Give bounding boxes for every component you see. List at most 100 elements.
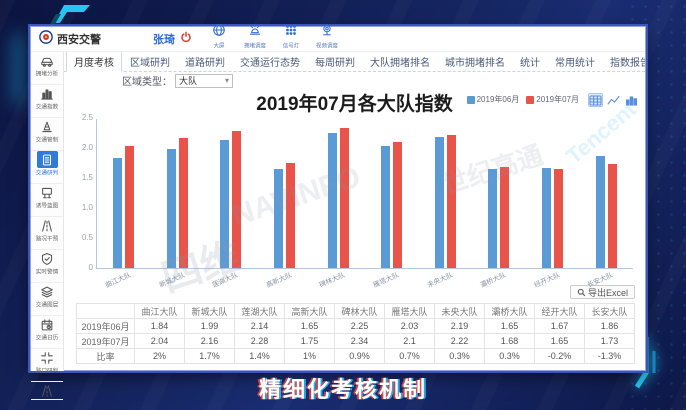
table-cell: 1.65 — [284, 318, 335, 334]
bar-group-长安大队[interactable]: 长安大队 — [579, 119, 633, 290]
sidebar-item-实时警情[interactable]: 实时警情 — [31, 250, 63, 283]
legend-label: 2019年07月 — [536, 95, 579, 104]
region-type-select[interactable]: 大队 ▾ — [175, 73, 233, 88]
legend-swatch — [526, 95, 535, 104]
power-icon[interactable] — [180, 30, 192, 48]
table-cell: 1.75 — [284, 333, 335, 349]
layers-icon — [37, 283, 58, 300]
bar-group-新城大队[interactable]: 新城大队 — [151, 119, 205, 290]
video-dispatch-icon — [320, 23, 334, 42]
bar-2019年06月[interactable] — [166, 148, 176, 268]
table-header-cell: 灞桥大队 — [484, 303, 535, 319]
app-title: 西安交警 — [57, 34, 101, 46]
left-glow-accent — [14, 34, 24, 104]
y-axis-tick: 0.5 — [81, 233, 93, 242]
bar-group-雁塔大队[interactable]: 雁塔大队 — [365, 119, 419, 290]
cone-icon — [37, 118, 58, 135]
table-cell: 2.14 — [234, 318, 285, 334]
sidebar-item-诱导蓝图[interactable]: 诱导蓝图 — [31, 184, 63, 217]
bar-2019年07月[interactable] — [607, 164, 617, 268]
export-excel-button[interactable]: 导出Excel — [569, 285, 635, 299]
bar-2019年07月[interactable] — [339, 127, 349, 268]
bar-2019年06月[interactable] — [220, 139, 230, 268]
sidebar-item-label: 路口研判 — [35, 368, 59, 375]
table-cell: 2.25 — [334, 318, 385, 334]
tab-统计[interactable]: 统计 — [520, 58, 540, 69]
chart-header: 2019年07月各大队指数 2019年06月 2019年07月 — [64, 89, 645, 115]
table-cell: 2.1 — [384, 333, 435, 349]
sidebar-item-路口研判[interactable]: 路口研判 — [31, 349, 63, 382]
quick-congestion-dispatch-button[interactable]: 拥堵调度 — [242, 23, 268, 56]
row-label: 2019年07月 — [76, 333, 135, 349]
bar-2019年07月[interactable] — [286, 163, 296, 268]
crossroad-icon — [37, 349, 58, 366]
app-logo: 西安交警 — [39, 29, 101, 49]
sidebar-item-交通管制[interactable]: 交通管制 — [31, 118, 63, 151]
bar-group-未央大队[interactable]: 未央大队 — [419, 119, 473, 290]
bar-2019年06月[interactable] — [595, 156, 605, 268]
sidebar-item-交通指数[interactable]: 交通指数 — [31, 85, 63, 118]
table-cell: 0.7% — [384, 348, 435, 364]
tab-常用统计[interactable]: 常用统计 — [555, 58, 595, 69]
table-cell: 2.19 — [434, 318, 485, 334]
bar-group-经开大队[interactable]: 经开大队 — [526, 119, 580, 290]
sidebar-item-label: 交通研判 — [35, 170, 59, 177]
bar-2019年06月[interactable] — [434, 136, 444, 268]
tab-大队拥堵排名[interactable]: 大队拥堵排名 — [370, 58, 430, 69]
quick-signal-light-button[interactable]: 信号灯 — [278, 23, 304, 56]
bar-2019年07月[interactable] — [446, 134, 456, 268]
tab-区域研判[interactable]: 区域研判 — [130, 58, 170, 69]
legend-item[interactable]: 2019年06月 — [466, 94, 519, 105]
sidebar-item-交通图层[interactable]: 交通图层 — [31, 283, 63, 316]
bar-2019年06月[interactable] — [381, 146, 391, 268]
tab-指数报告[interactable]: 指数报告 — [610, 58, 645, 69]
sidebar-item-交通研判[interactable]: 交通研判 — [31, 151, 63, 184]
bar-2019年07月[interactable] — [500, 167, 510, 268]
sidebar-item-拥堵分析[interactable]: 拥堵分析 — [31, 52, 63, 85]
table-view-icon[interactable] — [588, 93, 603, 107]
sidebar-item-bottom[interactable] — [31, 382, 63, 400]
sidebar-item-交通日历[interactable]: 交通日历 — [31, 316, 63, 349]
corner-decoration-bottom-right — [632, 335, 658, 396]
bar-group-曲江大队[interactable]: 曲江大队 — [97, 119, 151, 290]
chart-title: 2019年07月各大队指数 — [256, 94, 453, 115]
bar-group-灞桥大队[interactable]: 灞桥大队 — [472, 119, 526, 290]
table-header-cell: 高新大队 — [284, 303, 335, 319]
tab-每周研判[interactable]: 每周研判 — [315, 58, 355, 69]
bar-2019年06月[interactable] — [488, 169, 498, 268]
bar-group-高新大队[interactable]: 高新大队 — [258, 119, 312, 290]
bar-2019年07月[interactable] — [232, 131, 242, 268]
tab-月度考核[interactable]: 月度考核 — [66, 52, 122, 72]
table-header-row: 曲江大队 新城大队 莲湖大队 高新大队 碑林大队 雁塔大队 未央大队 灞桥大队 经开大队 长安大队 — [76, 303, 635, 319]
username[interactable]: 张琦 — [153, 34, 175, 46]
big-screen-icon — [212, 23, 226, 42]
bar-2019年07月[interactable] — [554, 169, 564, 268]
line-chart-icon[interactable] — [606, 93, 621, 107]
nav-tabbar: 月度考核 区域研判 道路研判 交通运行态势 每周研判 大队拥堵排名 城市拥堵排名 统计 常用统计… — [64, 52, 645, 72]
bar-2019年06月[interactable] — [113, 157, 123, 268]
bar-2019年06月[interactable] — [274, 169, 284, 268]
quick-video-dispatch-button[interactable]: 视频调度 — [314, 23, 340, 56]
tab-道路研判[interactable]: 道路研判 — [185, 58, 225, 69]
quick-big-screen-button[interactable]: 大屏 — [206, 23, 232, 56]
table-cell: -0.2% — [534, 348, 585, 364]
bar-chart-icon[interactable] — [624, 93, 639, 107]
bar-2019年07月[interactable] — [125, 145, 135, 268]
bar-2019年06月[interactable] — [542, 167, 552, 268]
bar-2019年07月[interactable] — [393, 142, 403, 268]
congestion-dispatch-icon — [248, 23, 262, 42]
table-cell: 1.65 — [484, 318, 535, 334]
table-cell: 0.3% — [484, 348, 535, 364]
table-cell: 0.3% — [434, 348, 485, 364]
tab-交通运行态势[interactable]: 交通运行态势 — [240, 58, 300, 69]
legend-item[interactable]: 2019年07月 — [526, 94, 579, 105]
bar-2019年07月[interactable] — [178, 138, 188, 268]
quick-icon-label: 视频调度 — [316, 42, 338, 49]
tab-城市拥堵排名[interactable]: 城市拥堵排名 — [445, 58, 505, 69]
sidebar-item-路况干预[interactable]: 路况干预 — [31, 217, 63, 250]
table-header-cell: 莲湖大队 — [234, 303, 285, 319]
bar-group-碑林大队[interactable]: 碑林大队 — [311, 119, 365, 290]
bar-group-莲湖大队[interactable]: 莲湖大队 — [204, 119, 258, 290]
bar-2019年06月[interactable] — [327, 133, 337, 268]
shield-icon — [37, 250, 58, 267]
